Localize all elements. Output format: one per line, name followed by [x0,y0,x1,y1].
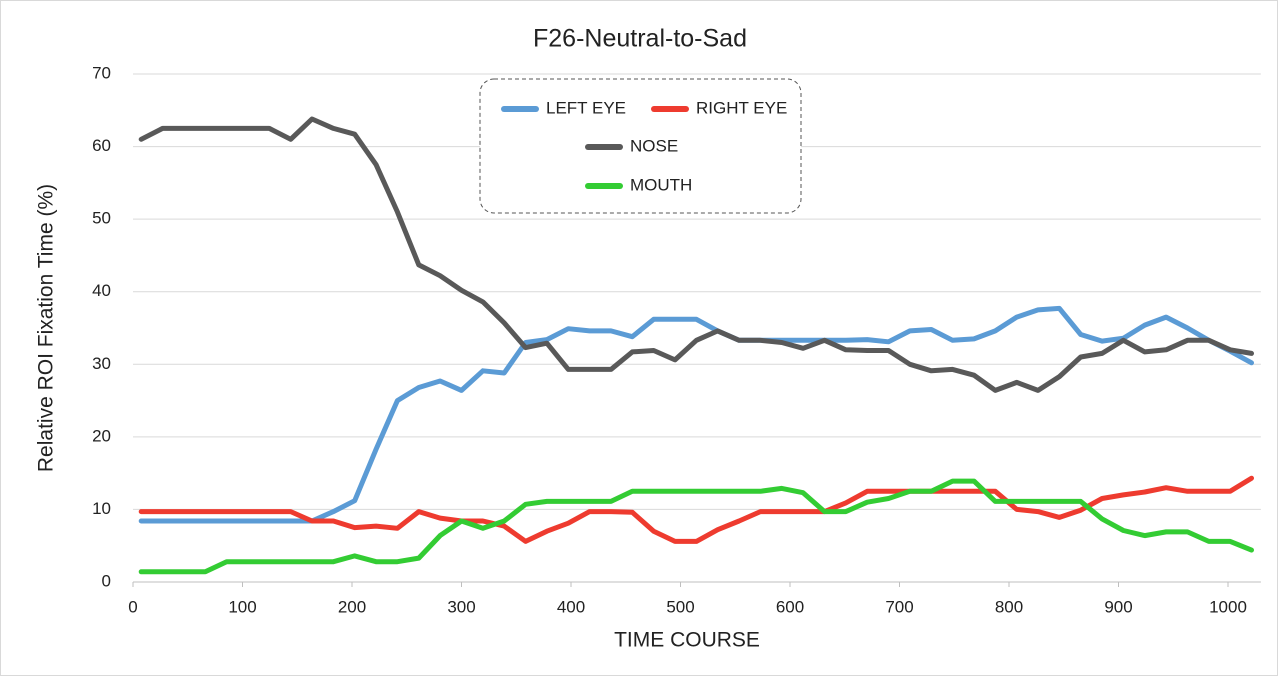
y-tick-label: 40 [92,281,111,300]
y-tick-label: 10 [92,499,111,518]
y-tick-label: 60 [92,136,111,155]
y-tick-label: 20 [92,426,111,445]
x-tick-label: 700 [885,597,913,616]
x-tick-label: 100 [228,597,256,616]
data-line [138,478,1254,575]
x-tick-label: 800 [995,597,1023,616]
x-tick-label: 300 [447,597,475,616]
legend-label: RIGHT EYE [696,98,787,117]
y-tick-label: 70 [92,63,111,82]
x-axis-label: TIME COURSE [614,629,760,652]
x-tick-label: 600 [776,597,804,616]
legend-label: MOUTH [630,175,692,194]
data-line [138,116,1254,393]
y-tick-label: 0 [102,571,111,590]
legend-label: NOSE [630,136,678,155]
y-tick-label: 50 [92,209,111,228]
x-tick-label: 1000 [1209,597,1247,616]
y-tick-label: 30 [92,354,111,373]
legend-label: LEFT EYE [546,98,626,117]
data-line [138,305,1254,524]
legend-box [479,78,802,214]
x-tick-label: 900 [1104,597,1132,616]
x-tick-label: 200 [338,597,366,616]
y-axis-label: Relative ROI Fixation Time (%) [35,184,58,472]
x-tick-label: 0 [128,597,137,616]
x-tick-label: 400 [557,597,585,616]
chart-title: F26-Neutral-to-Sad [533,25,747,53]
x-tick-label: 500 [666,597,694,616]
data-line [138,475,1254,544]
